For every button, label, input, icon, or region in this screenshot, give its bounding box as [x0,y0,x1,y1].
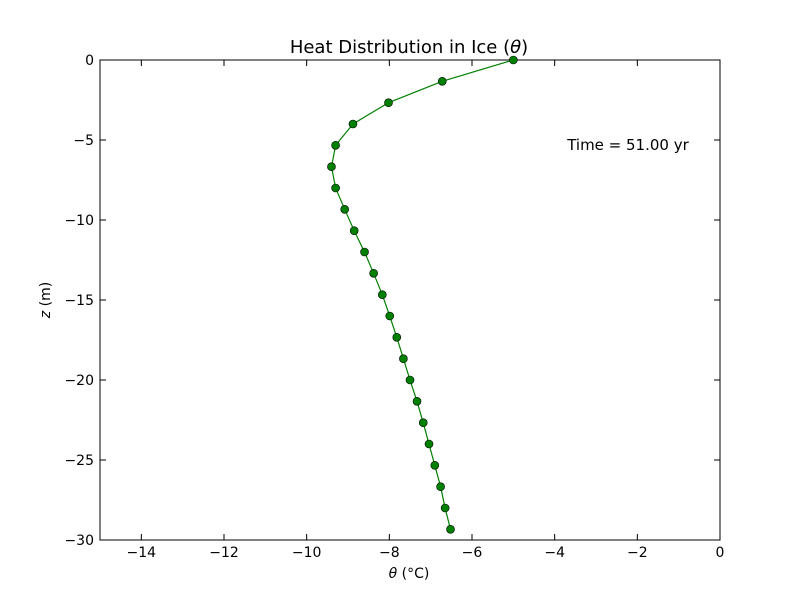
data-point [437,76,447,86]
data-point [440,503,450,513]
data-point [385,311,395,321]
y-axis-label: z (m) [38,282,54,319]
time-annotation: Time = 51.00 yr [566,136,689,154]
data-point [331,183,340,193]
x-tick-label: −2 [627,545,648,561]
series-layer [327,55,518,534]
data-point [349,226,359,236]
data-point [412,396,422,406]
data-point [436,482,445,492]
x-tick-label: −6 [462,545,483,561]
x-axis: −14 −12 −10 −8 −6 −4 −2 0 [127,60,725,561]
x-tick-label: −8 [379,545,400,561]
chart-title: Heat Distribution in Ice (θ) [290,37,528,58]
y-tick-label: 0 [85,53,94,69]
data-point [446,524,455,534]
data-point [392,332,402,342]
y-tick-label: −10 [64,213,94,229]
data-point [418,418,428,428]
data-point [509,55,518,65]
data-point [378,290,387,300]
y-tick-label: −15 [64,293,94,309]
data-point [327,162,336,172]
data-point [360,247,369,257]
x-tick-label: 0 [716,545,725,561]
data-point [399,354,408,364]
y-tick-label: −25 [64,453,94,469]
data-point [369,268,378,278]
data-point [340,204,349,214]
plot-area [99,59,721,541]
y-tick-label: −20 [64,373,94,389]
data-point [430,460,440,470]
x-axis-label: θ (°C) [389,566,430,582]
data-point [424,439,434,449]
y-axis: 0 −5 −10 −15 −20 −25 −30 [64,53,720,549]
x-tick-label: −10 [292,545,322,561]
data-point [384,98,393,108]
y-tick-label: −5 [73,133,94,149]
x-tick-label: −12 [209,545,239,561]
x-tick-label: −4 [544,545,565,561]
x-tick-label: −14 [127,545,157,561]
y-tick-label: −30 [64,533,94,549]
data-point [348,119,358,129]
data-point [405,375,415,385]
data-point [331,140,340,150]
